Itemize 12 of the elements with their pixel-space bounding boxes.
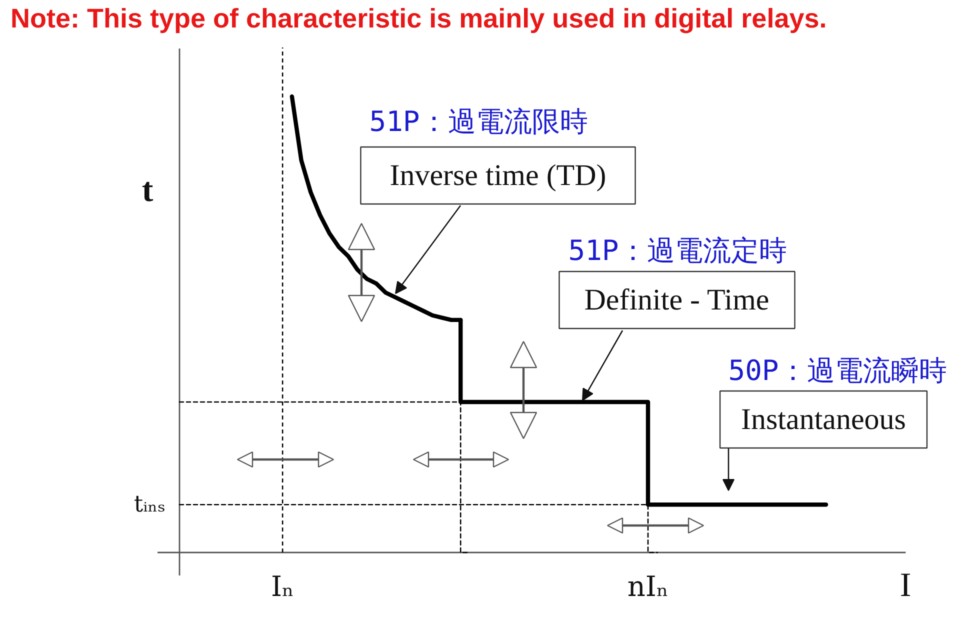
annotation: 51P：過電流限時 <box>369 105 588 138</box>
annotation: 51P：過電流定時 <box>568 234 787 267</box>
annotation: Inverse time (TD) <box>390 159 606 192</box>
y-axis-title: t <box>142 172 154 209</box>
x-axis-title: I <box>900 567 912 604</box>
series-label: tᵢₙₛ <box>134 492 166 518</box>
x-tick-label: Iₙ <box>270 570 294 603</box>
annotation: Instantaneous <box>741 403 906 436</box>
x-tick-label: nIₙ <box>627 570 669 603</box>
annotation: 50P：過電流瞬時 <box>728 354 947 387</box>
chart-title: Note: This type of characteristic is mainly used in digital relays. <box>10 4 827 34</box>
annotation: Definite - Time <box>584 284 770 316</box>
